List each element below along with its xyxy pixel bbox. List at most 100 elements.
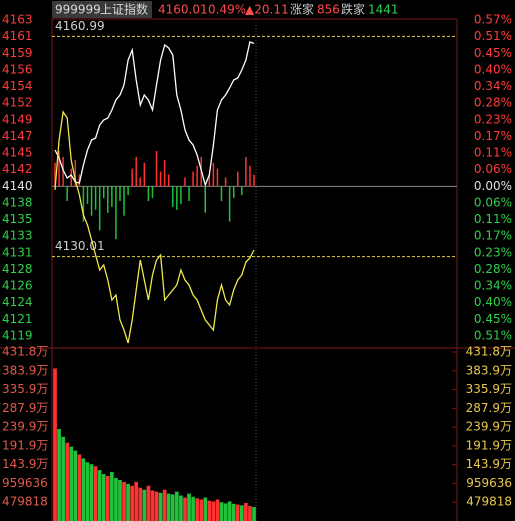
volume-bar [175,491,179,521]
volume-bar [61,436,65,521]
volume-bar [89,464,94,521]
y2-tick-label: 143.9万 [466,457,512,471]
y-tick-label: 479818 [2,495,48,509]
y2-tick-label: 0.17% [474,129,512,143]
y2-tick-label: 0.17% [474,229,512,243]
y2-tick-label: 0.51% [474,29,512,43]
volume-bar [126,483,130,521]
change-pct: 0.49% [208,3,246,17]
y-tick-label: 4128 [2,262,33,276]
y-tick-label: 4156 [2,62,33,76]
y-tick-label: 4149 [2,112,33,126]
index-name: 上证指数 [100,2,148,17]
y-tick-label: 4119 [2,328,33,342]
volume-bar [65,442,70,521]
volume-bar [130,485,134,521]
volume-bar [248,506,252,521]
volume-bar [187,493,191,521]
volume-bar [134,481,139,521]
volume-bar [179,495,183,521]
volume-bar [77,454,82,521]
level-label: 4160.99 [55,19,105,33]
y-tick-label: 239.9万 [2,420,48,434]
volume-bar [101,474,106,521]
y2-tick-label: 191.9万 [466,438,512,452]
volume-bar [97,470,102,521]
volume-bar [162,489,167,521]
up-count: 856 [317,3,340,17]
y2-tick-label: 431.8万 [466,345,512,359]
y2-tick-label: 0.28% [474,262,512,276]
level-label: 4130.01 [55,239,105,253]
volume-bar [122,481,126,521]
up-label: 涨家 [290,2,314,17]
y-tick-label: 4147 [2,129,33,143]
y2-tick-label: 0.34% [474,79,512,93]
y2-tick-label: 239.9万 [466,420,512,434]
volume-bar [231,503,236,521]
volume-bar [142,489,147,521]
volume-bar [203,497,208,521]
y2-tick-label: 479818 [466,495,512,509]
volume-bar [158,492,163,521]
y2-tick-label: 0.06% [474,195,512,209]
volume-bar [146,485,151,521]
volume-bar [53,368,57,521]
y2-tick-label: 0.23% [474,245,512,259]
y2-tick-label: 0.40% [474,295,512,309]
volume-bar [195,498,199,521]
y-tick-label: 4131 [2,245,33,259]
volume-bar [191,496,195,521]
volume-bar [199,499,204,521]
y-tick-label: 191.9万 [2,438,48,452]
volume-bar [69,446,74,521]
volume-bar [57,429,61,521]
volume-bar [154,491,159,521]
volume-bar [235,504,240,521]
y-tick-label: 4145 [2,146,33,160]
y2-tick-label: 0.45% [474,46,512,60]
volume-bar [166,493,171,521]
y2-tick-label: 0.11% [474,146,512,160]
y-tick-label: 335.9万 [2,382,48,396]
volume-bar [219,502,224,521]
volume-bar [170,494,175,521]
volume-bar [223,503,228,521]
volume-bar [211,501,216,521]
code: 999999 [55,3,101,17]
volume-bar [239,505,244,521]
volume-bar [207,500,212,521]
y2-tick-label: 0.06% [474,162,512,176]
y2-tick-label: 0.40% [474,62,512,76]
y-tick-label: 4159 [2,46,33,60]
y2-tick-label: 335.9万 [466,382,512,396]
volume-bar [110,472,114,521]
y2-tick-label: 0.57% [474,13,512,27]
volume-bar [138,487,143,521]
y-tick-label: 4135 [2,212,33,226]
y2-tick-label: 0.45% [474,312,512,326]
volume-bar [114,477,118,521]
volume-bar [252,506,256,521]
volume-bar [73,450,78,521]
y2-tick-label: 0.28% [474,96,512,110]
y2-tick-label: 287.9万 [466,401,512,415]
y-tick-label: 143.9万 [2,457,48,471]
volume-bar [183,497,187,521]
down-label: 跌家 [341,2,365,17]
y-tick-label: 4152 [2,96,33,110]
header-box [52,1,152,18]
y-tick-label: 4154 [2,79,33,93]
y-tick-label: 383.9万 [2,363,48,377]
y-tick-label: 4142 [2,162,33,176]
y-tick-label: 4133 [2,229,33,243]
volume-bar [93,466,98,521]
volume-bar [244,502,248,521]
change: ▲20.11 [245,3,289,17]
y2-tick-label: 383.9万 [466,363,512,377]
y-tick-label: 431.8万 [2,345,48,359]
y2-tick-label: 0.11% [474,212,512,226]
volume-bar [227,501,232,521]
